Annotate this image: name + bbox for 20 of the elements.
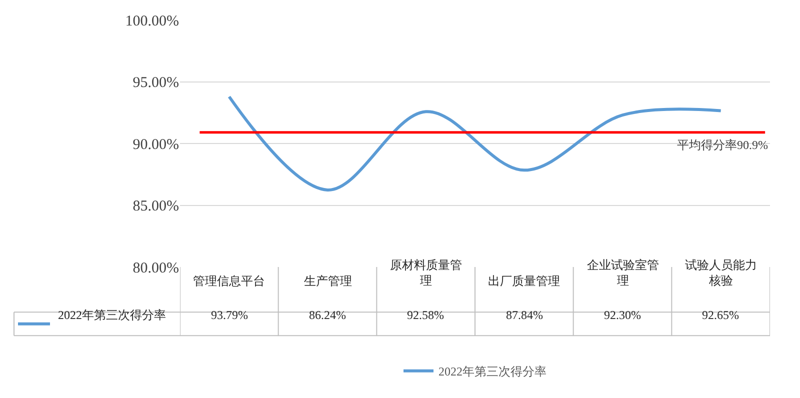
data-label: 92.30% <box>604 308 641 322</box>
x-tick-label: 出厂质量管理 <box>488 274 560 288</box>
x-tick-label: 原材料质量管理 <box>390 258 462 288</box>
data-label: 93.79% <box>211 308 248 322</box>
ref-line-label: 平均得分率90.9% <box>677 138 768 152</box>
data-label: 87.84% <box>506 308 543 322</box>
text: 2022年第三次得分率 <box>58 308 166 322</box>
x-tick-label: 生产管理 <box>304 274 352 288</box>
x-tick-label: 试验人员能力核验 <box>685 258 757 288</box>
x-tick-label: 管理信息平台 <box>193 274 265 288</box>
y-tick-label: 80.00% <box>132 260 179 276</box>
x-tick-label: 企业试验室管理 <box>587 258 659 288</box>
y-tick-label: 100.00% <box>125 13 179 30</box>
legend-label: 2022年第三次得分率 <box>438 364 546 379</box>
y-tick-label: 90.00% <box>132 136 179 153</box>
y-tick-label: 95.00% <box>132 75 179 91</box>
y-tick-label: 85.00% <box>132 198 179 214</box>
data-label: 92.65% <box>702 308 739 322</box>
data-label: 92.58% <box>407 308 444 322</box>
data-label: 86.24% <box>309 308 346 322</box>
